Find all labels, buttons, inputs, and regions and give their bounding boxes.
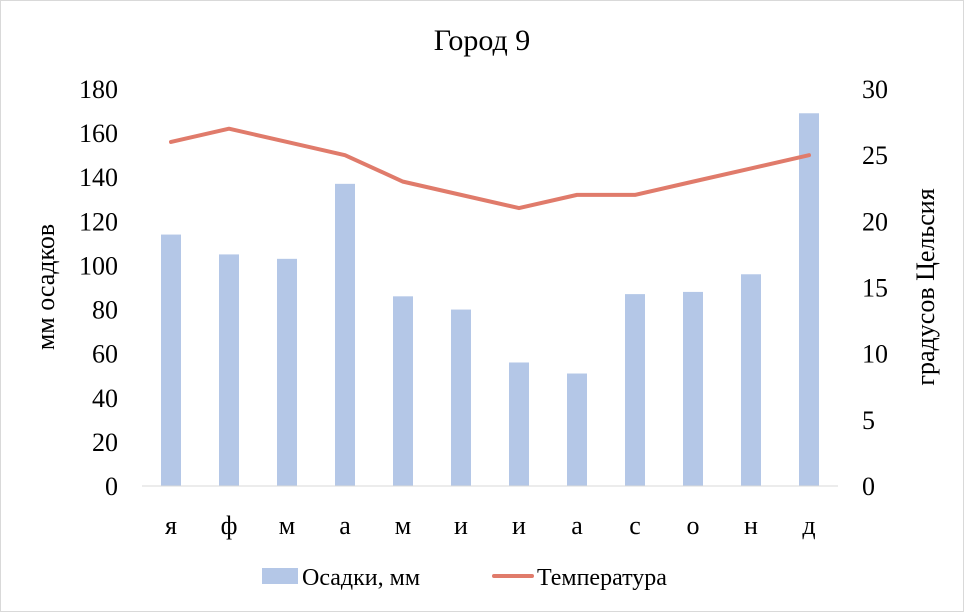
left-tick-label: 40 <box>92 384 118 413</box>
legend: Осадки, мм Температура <box>262 565 667 591</box>
temperature-line <box>169 126 811 211</box>
left-tick-label: 20 <box>92 428 118 457</box>
precip-bar <box>683 291 703 486</box>
precip-bar <box>509 362 529 486</box>
precip-bar <box>625 294 645 486</box>
left-tick-label: 100 <box>79 251 118 280</box>
x-tick-label: и <box>512 511 526 540</box>
right-tick-label: 20 <box>862 207 888 236</box>
left-tick-label: 80 <box>92 296 118 325</box>
x-tick-label: я <box>165 511 177 540</box>
left-tick-label: 60 <box>92 340 118 369</box>
right-axis-label: градусов Цельсия <box>911 188 940 385</box>
precip-bar <box>799 113 819 486</box>
left-tick-label: 180 <box>79 75 118 104</box>
legend-label-precip: Осадки, мм <box>302 565 420 591</box>
precip-bar <box>567 373 587 486</box>
x-tick-label: а <box>339 511 351 540</box>
right-tick-label: 0 <box>862 472 875 501</box>
precip-bar <box>277 258 297 486</box>
x-tick-label: д <box>802 511 815 540</box>
x-tick-label: а <box>571 511 583 540</box>
x-tick-label: м <box>279 511 295 540</box>
x-tick-label: ф <box>221 511 238 540</box>
precip-bar <box>335 183 355 487</box>
chart-title: Город 9 <box>434 24 531 57</box>
right-tick-label: 30 <box>862 75 888 104</box>
legend-swatch-precip <box>262 568 298 584</box>
right-tick-label: 10 <box>862 340 888 369</box>
left-axis-ticks: 0 20 40 60 80 100 120 140 160 180 <box>79 75 118 501</box>
right-tick-label: 5 <box>862 406 875 435</box>
precip-bar <box>451 309 471 486</box>
right-axis-ticks: 0 5 10 15 20 25 30 <box>862 75 888 501</box>
left-tick-label: 0 <box>105 472 118 501</box>
precip-bar <box>741 274 761 486</box>
x-tick-label: м <box>395 511 411 540</box>
x-tick-label: н <box>744 511 758 540</box>
precip-bar <box>393 296 413 486</box>
left-tick-label: 140 <box>79 163 118 192</box>
left-axis-label: мм осадков <box>31 224 60 350</box>
right-tick-label: 25 <box>862 141 888 170</box>
right-tick-label: 15 <box>862 274 888 303</box>
legend-label-temp: Температура <box>537 565 667 591</box>
precip-bar <box>161 234 181 486</box>
x-tick-label: о <box>687 511 700 540</box>
left-tick-label: 160 <box>79 119 118 148</box>
bar-series <box>161 113 819 487</box>
precip-bar <box>219 254 239 486</box>
left-tick-label: 120 <box>79 207 118 236</box>
x-tick-label: и <box>454 511 468 540</box>
x-tick-label: с <box>629 511 641 540</box>
